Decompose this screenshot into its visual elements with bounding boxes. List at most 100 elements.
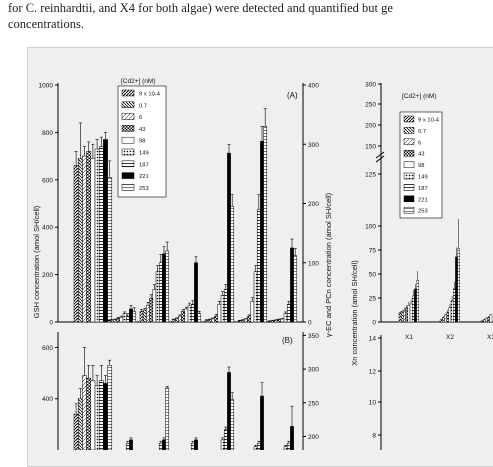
panel-b-bar (86, 377, 92, 450)
panel-c-bar (480, 320, 484, 323)
panel-c-legend-swatch (403, 195, 415, 203)
panel-c-category-label: X3 (487, 334, 493, 341)
panel-a-legend-title: [Cd2+] (nM) (121, 78, 156, 85)
panel-c-category-label: X2 (446, 334, 454, 341)
panel-a-bar (139, 311, 144, 323)
panel-a-bar (125, 315, 130, 323)
panel-b-bar (82, 375, 87, 450)
panel-a-bar (286, 303, 291, 323)
panel-b-bar (125, 443, 130, 450)
panel-a-bar (267, 321, 272, 323)
panel-b-bar (253, 446, 258, 450)
panel-d-tick-label: 8 (372, 433, 376, 440)
panel-a-bar (247, 315, 252, 323)
panel-a-bar (207, 319, 212, 323)
panel-c-legend-entry: 43 (418, 152, 424, 158)
panel-a-bar (244, 318, 248, 323)
caption-line-2: concentrations. (8, 17, 85, 31)
panel-a-bar (230, 206, 235, 323)
panel-c-bar (483, 319, 486, 323)
panel-a-bar (214, 315, 219, 323)
panel-a-legend-swatch (121, 160, 135, 168)
panel-b-left-tick-label: 600 (42, 345, 53, 352)
panel-c-tick-label: 0 (372, 320, 376, 327)
panel-a-left-tick-label: 200 (42, 272, 53, 279)
panel-d-tick-label: 12 (369, 369, 377, 376)
panel-a-bar (283, 313, 288, 323)
panel-a-bar (274, 319, 278, 323)
panel-a-legend-swatch (121, 113, 135, 120)
panel-c-legend-entry: 98 (418, 163, 424, 169)
panel-c-tick-label: 75 (369, 248, 377, 255)
panel-b-bar (194, 439, 198, 450)
panel-a-bar (290, 247, 294, 323)
panel-a-bar (181, 311, 186, 323)
panel-c-bar (403, 309, 406, 323)
panel-c-tick-label: 25 (369, 296, 377, 303)
panel-a-bar (162, 253, 166, 323)
panel-c-bar (455, 256, 458, 323)
panel-b-bar (107, 365, 113, 450)
panel-a-bar (256, 209, 261, 323)
panel-c-bar (439, 319, 443, 323)
panel-a-bar (107, 177, 113, 323)
panel-c-tick-label: 125 (365, 172, 376, 179)
panel-a-bar (165, 250, 170, 323)
panel-b-bar (73, 413, 79, 450)
panel-a-right-tick-label: 100 (308, 260, 319, 267)
panel-a-legend-swatch (121, 148, 135, 156)
panel-c-tick-label: 250 (365, 102, 376, 109)
panel-b-bar (129, 439, 133, 450)
panel-c-bar (407, 305, 411, 323)
panel-a-bar (122, 313, 127, 323)
panel-b-bar (227, 372, 231, 450)
panel-a-legend-entry: 98 (139, 139, 145, 145)
panel-a-bar (174, 318, 179, 323)
panel-a-bar (178, 315, 182, 323)
panel-b-label: (B) (282, 336, 293, 345)
panel-c-legend-entry: 0.7 (418, 129, 426, 135)
panel-a-legend-swatch (121, 184, 135, 191)
panel-a-bar (132, 311, 137, 323)
panel-b-right-tick-label: 350 (308, 333, 319, 340)
panel-a-bar (109, 319, 114, 323)
panel-a-bar (223, 289, 228, 323)
panel-a-legend-entry: 253 (139, 186, 149, 192)
panel-a-bar (98, 146, 104, 323)
panel-b-bar (223, 429, 228, 450)
panel-a-bar (73, 165, 79, 323)
panel-a-bar (86, 151, 92, 323)
panel-a-bar (227, 152, 231, 323)
panel-c-tick-label: 200 (365, 123, 376, 130)
panel-b-bar (220, 439, 225, 450)
panel-a-left-tick-label: 800 (42, 130, 53, 137)
panel-c-tick-label: 150 (365, 144, 376, 151)
panel-a-bar (90, 158, 96, 323)
panel-b-bar (162, 439, 166, 450)
panel-c-tick-label: 300 (365, 82, 376, 89)
panel-b-bar (77, 398, 83, 450)
panel-a-bar (129, 308, 133, 323)
panel-a-bar (113, 319, 117, 323)
panel-c-bar (442, 317, 445, 323)
panel-a-bar (253, 271, 258, 323)
panel-a-bar (263, 126, 268, 323)
panel-a-bar (94, 148, 100, 323)
caption-text: for C. reinhardtii, and X4 for both alga… (8, 0, 493, 32)
panel-b-bar (190, 443, 195, 450)
panel-a-bar (217, 303, 222, 323)
panel-b-bar (260, 395, 264, 450)
panel-c-y-axis-title: Xn concentration (amol SH/cell) (350, 260, 359, 366)
panel-a-bar (155, 271, 160, 323)
panel-a-bar (171, 319, 176, 323)
panel-a-right-y-axis-title: γ-EC and PCn concentration (amol SH/cell… (324, 192, 333, 337)
panel-a-bar (240, 319, 245, 323)
panel-a-bar (211, 318, 215, 323)
panel-a-left-tick-label: 1000 (39, 83, 54, 90)
panel-a-bar (184, 308, 189, 323)
panel-b-bar (158, 443, 163, 450)
panel-a-bar (194, 262, 198, 323)
panel-a-bar (270, 320, 275, 323)
panel-a-bar (146, 305, 150, 323)
panel-c-bar (487, 317, 491, 323)
